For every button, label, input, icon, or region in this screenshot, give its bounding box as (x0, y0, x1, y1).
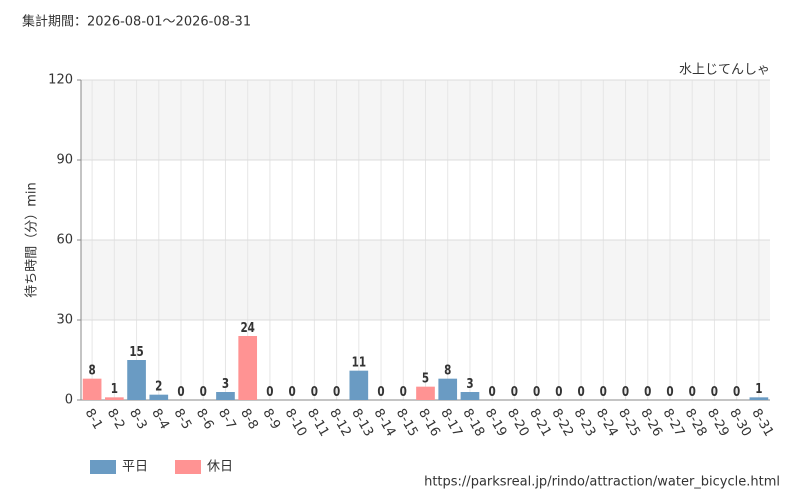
x-tick-label: 8-28 (682, 406, 710, 439)
value-label: 0 (600, 384, 607, 399)
value-label: 0 (400, 384, 407, 399)
legend-swatch (175, 460, 201, 474)
value-label: 0 (489, 384, 496, 399)
bar (105, 397, 124, 400)
value-label: 0 (644, 384, 651, 399)
value-label: 0 (533, 384, 540, 399)
value-label: 0 (666, 384, 673, 399)
value-label: 8 (88, 362, 95, 377)
value-label: 0 (289, 384, 296, 399)
x-tick-label: 8-24 (593, 406, 621, 439)
x-tick-label: 8-10 (282, 406, 310, 439)
x-tick-label: 8-18 (459, 406, 487, 439)
y-tick-label: 90 (56, 153, 73, 168)
legend-label: 休日 (207, 460, 233, 475)
x-tick-label: 8-16 (415, 406, 443, 439)
value-label: 0 (333, 384, 340, 399)
x-tick-label: 8-19 (482, 406, 510, 439)
x-tick-label: 8-20 (504, 406, 532, 439)
x-tick-label: 8-2 (104, 406, 128, 432)
y-tick-label: 0 (65, 393, 73, 408)
x-tick-label: 8-5 (171, 406, 195, 432)
value-label: 0 (733, 384, 740, 399)
x-tick-label: 8-25 (615, 406, 643, 439)
value-label: 2 (155, 378, 162, 393)
chart-subtitle: 水上じてんしゃ (679, 63, 770, 78)
x-tick-label: 8-22 (548, 406, 576, 439)
value-label: 0 (266, 384, 273, 399)
value-label: 0 (200, 384, 207, 399)
x-tick-label: 8-26 (637, 406, 665, 439)
x-tick-label: 8-7 (215, 406, 239, 432)
value-label: 0 (689, 384, 696, 399)
x-tick-label: 8-8 (237, 406, 261, 432)
value-label: 0 (511, 384, 518, 399)
value-label: 0 (311, 384, 318, 399)
chart-title: 集計期間：2026-08-01～2026-08-31 (22, 14, 251, 30)
legend-label: 平日 (122, 460, 148, 475)
legend-swatch (90, 460, 116, 474)
value-label: 3 (222, 376, 229, 391)
value-label: 0 (577, 384, 584, 399)
x-tick-label: 8-15 (393, 406, 421, 439)
value-label: 0 (377, 384, 384, 399)
value-label: 0 (711, 384, 718, 399)
value-label: 5 (422, 370, 429, 385)
x-tick-label: 8-27 (659, 406, 687, 439)
bar (216, 392, 235, 400)
y-tick-label: 60 (56, 233, 73, 248)
value-label: 0 (177, 384, 184, 399)
value-label: 1 (755, 381, 762, 396)
x-tick-label: 8-21 (526, 406, 554, 439)
bar (127, 360, 146, 400)
value-label: 0 (555, 384, 562, 399)
bar (460, 392, 480, 400)
value-label: 3 (466, 376, 473, 391)
x-tick-label: 8-13 (348, 406, 376, 439)
x-tick-label: 8-17 (437, 406, 465, 439)
value-label: 1 (111, 381, 118, 396)
y-tick-label: 30 (56, 313, 73, 328)
bar (149, 394, 169, 400)
x-tick-label: 8-12 (326, 406, 354, 439)
source-url: https://parksreal.jp/rindo/attraction/wa… (424, 475, 780, 490)
value-label: 8 (444, 362, 451, 377)
bar (82, 378, 102, 400)
value-label: 24 (240, 320, 254, 335)
x-tick-label: 8-14 (371, 406, 399, 439)
x-tick-label: 8-4 (148, 406, 172, 432)
x-tick-label: 8-30 (726, 406, 754, 439)
bar (349, 370, 369, 400)
value-label: 15 (129, 344, 143, 359)
x-tick-label: 8-1 (82, 406, 106, 432)
x-tick-label: 8-3 (126, 406, 150, 432)
value-label: 11 (352, 354, 366, 369)
x-tick-label: 8-29 (704, 406, 732, 439)
x-tick-label: 8-11 (304, 406, 332, 439)
bar (749, 397, 769, 400)
x-tick-label: 8-31 (748, 406, 776, 439)
bar (438, 378, 458, 400)
x-tick-label: 8-6 (193, 406, 217, 432)
y-tick-label: 120 (48, 73, 73, 88)
bar (416, 386, 435, 400)
value-label: 0 (622, 384, 629, 399)
bar (238, 336, 258, 400)
y-axis-label: 待ち時間（分）min (25, 182, 40, 298)
x-tick-label: 8-23 (571, 406, 599, 439)
x-tick-label: 8-9 (259, 406, 283, 432)
